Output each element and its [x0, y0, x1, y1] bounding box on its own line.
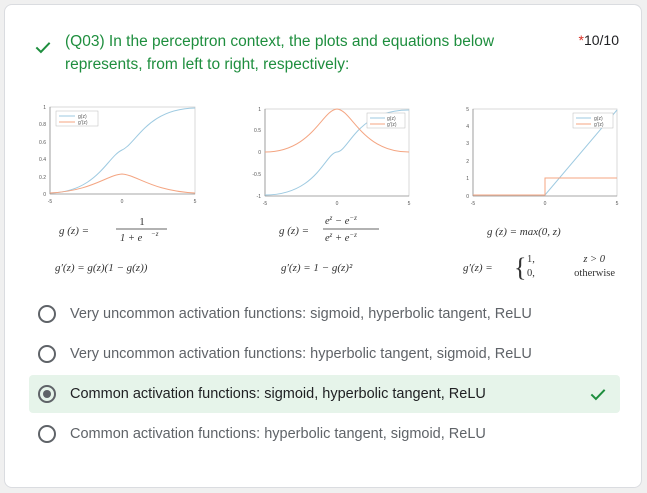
question-score: *10/10: [579, 32, 620, 48]
option-label: Very uncommon activation functions: sigm…: [70, 306, 532, 322]
case-2-value: 0,: [527, 268, 535, 279]
g-formula-numerator-mid: − e: [332, 216, 349, 227]
g-formula-numerator-base: e: [325, 216, 330, 227]
g-formula-denominator-mid: + e: [332, 233, 349, 244]
x-tick: -5: [263, 201, 268, 207]
g-formula-denominator: ez + e−z: [325, 231, 357, 244]
case-2-condition: otherwise: [574, 268, 615, 279]
radio-button[interactable]: [38, 305, 56, 323]
y-tick: 0.4: [39, 157, 46, 163]
legend-entry: g'(z): [594, 122, 604, 128]
check-icon: [35, 42, 51, 54]
legend-entry: g(z): [594, 116, 603, 122]
g-formula-denominator-base: e: [325, 233, 330, 244]
g-formula-prefix: g (z) =: [59, 225, 89, 237]
question-text: (Q03) In the perceptron context, the plo…: [65, 33, 495, 73]
g-formula-numerator: 1: [139, 216, 145, 228]
option-4[interactable]: Common activation functions: hyperbolic …: [29, 415, 620, 453]
legend-entry: g(z): [387, 116, 396, 122]
activation-functions-figure: 1 0.8 0.6 0.4 0.2 0 -5 0 5 g(z) g'(z) g …: [39, 105, 619, 282]
option-label: Common activation functions: sigmoid, hy…: [70, 386, 486, 402]
x-tick: 0: [544, 201, 547, 207]
g-formula-denominator: 1 + e: [120, 233, 143, 244]
sigmoid-plot: 1 0.8 0.6 0.4 0.2 0 -5 0 5 g(z) g'(z) g …: [39, 105, 197, 274]
y-tick: 5: [466, 107, 469, 113]
y-tick: 0: [258, 150, 261, 156]
radio-button[interactable]: [38, 345, 56, 363]
radio-button[interactable]: [38, 425, 56, 443]
y-tick: -1: [257, 194, 262, 200]
y-tick: -0.5: [252, 172, 261, 178]
legend-entry: g'(z): [78, 120, 88, 126]
x-tick: 0: [121, 199, 124, 205]
y-tick: 1: [466, 176, 469, 182]
y-tick: 0.2: [39, 175, 46, 181]
y-tick: 3: [466, 141, 469, 147]
radio-button-selected[interactable]: [38, 385, 56, 403]
g-formula-denominator-exp: −z: [349, 231, 357, 239]
dg-formula: g′(z) = g(z)(1 − g(z)): [55, 262, 148, 274]
y-tick: 0: [43, 192, 46, 198]
g-formula-numerator-exp: −z: [349, 214, 357, 222]
check-icon: [590, 389, 606, 401]
dg-formula: g′(z) = 1 − g(z)²: [281, 262, 353, 274]
y-tick: 2: [466, 159, 469, 165]
required-mark: *: [578, 32, 584, 48]
x-tick: 0: [336, 201, 339, 207]
brace-glyph: {: [514, 253, 526, 282]
x-tick: -5: [471, 201, 476, 207]
legend-entry: g'(z): [387, 122, 397, 128]
dg-formula-prefix: g′(z) =: [463, 262, 493, 274]
option-label: Very uncommon activation functions: hype…: [70, 346, 532, 362]
g-formula-denominator-exp: −z: [151, 230, 159, 238]
option-2[interactable]: Very uncommon activation functions: hype…: [29, 335, 620, 373]
g-formula: g (z) = max(0, z): [487, 226, 561, 238]
g-formula-prefix: g (z) =: [279, 225, 309, 237]
question-card: (Q03) In the perceptron context, the plo…: [4, 4, 642, 488]
g-formula-numerator-exp: z: [329, 214, 333, 222]
y-tick: 0: [466, 194, 469, 200]
legend-entry: g(z): [78, 114, 87, 120]
y-tick: 1: [258, 107, 261, 113]
y-tick: 0.6: [39, 140, 46, 146]
x-tick: 5: [194, 199, 197, 205]
y-tick: 4: [466, 124, 469, 130]
g-formula-denominator-exp: z: [329, 231, 333, 239]
score-value: 10/10: [583, 32, 619, 48]
x-tick: 5: [616, 201, 619, 207]
y-tick: 1: [43, 105, 46, 111]
relu-plot: 5 4 3 2 1 0 -5 0 5 g(z) g'(z) g (z) = ma…: [463, 107, 619, 282]
case-1-value: 1,: [527, 254, 535, 265]
option-3[interactable]: Common activation functions: sigmoid, hy…: [29, 375, 620, 413]
y-tick: 0.8: [39, 122, 46, 128]
tanh-plot: 1 0.5 0 -0.5 -1 -5 0 5 g(z) g'(z) g (z) …: [252, 107, 410, 274]
g-formula-numerator: ez − e−z: [325, 214, 357, 227]
case-1-condition: z > 0: [582, 254, 605, 265]
option-1[interactable]: Very uncommon activation functions: sigm…: [29, 295, 620, 333]
x-tick: 5: [408, 201, 411, 207]
option-label: Common activation functions: hyperbolic …: [70, 426, 486, 442]
y-tick: 0.5: [254, 128, 261, 134]
x-tick: -5: [48, 199, 53, 205]
